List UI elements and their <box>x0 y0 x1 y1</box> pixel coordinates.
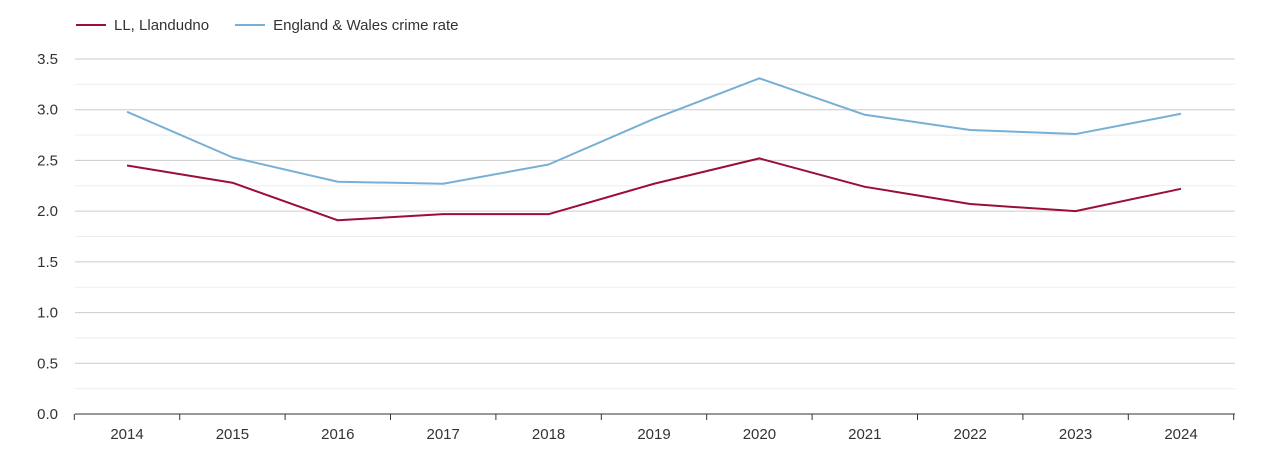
chart-legend: LL, Llandudno England & Wales crime rate <box>76 15 458 35</box>
y-tick-label: 1.5 <box>37 254 58 271</box>
x-tick-label: 2016 <box>321 426 354 443</box>
x-tick-label: 2020 <box>743 426 776 443</box>
x-tick-label: 2024 <box>1164 426 1197 443</box>
x-tick-label: 2022 <box>954 426 987 443</box>
series-line-england-wales <box>126 77 1182 185</box>
y-tick-label: 1.0 <box>37 305 58 322</box>
x-tick-label: 2014 <box>110 426 143 443</box>
x-tick-label: 2017 <box>427 426 460 443</box>
x-tick-label: 2015 <box>216 426 249 443</box>
series-line-llandudno <box>126 157 1182 222</box>
y-tick-label: 3.0 <box>37 102 58 119</box>
legend-item-england-wales[interactable]: England & Wales crime rate <box>235 17 458 34</box>
legend-swatch-llandudno <box>76 24 106 26</box>
y-tick-label: 3.5 <box>37 51 58 68</box>
x-tick-label: 2018 <box>532 426 565 443</box>
legend-label-england-wales: England & Wales crime rate <box>273 16 459 34</box>
legend-label-llandudno: LL, Llandudno <box>114 16 210 34</box>
y-tick-label: 2.0 <box>37 203 58 220</box>
y-tick-label: 2.5 <box>37 152 58 169</box>
legend-item-llandudno[interactable]: LL, Llandudno <box>76 17 209 34</box>
y-tick-label: 0.0 <box>37 406 58 423</box>
x-tick-label: 2023 <box>1059 426 1092 443</box>
x-tick-label: 2019 <box>637 426 670 443</box>
x-tick-label: 2021 <box>848 426 881 443</box>
legend-swatch-england-wales <box>235 24 266 26</box>
y-tick-label: 0.5 <box>37 355 58 372</box>
